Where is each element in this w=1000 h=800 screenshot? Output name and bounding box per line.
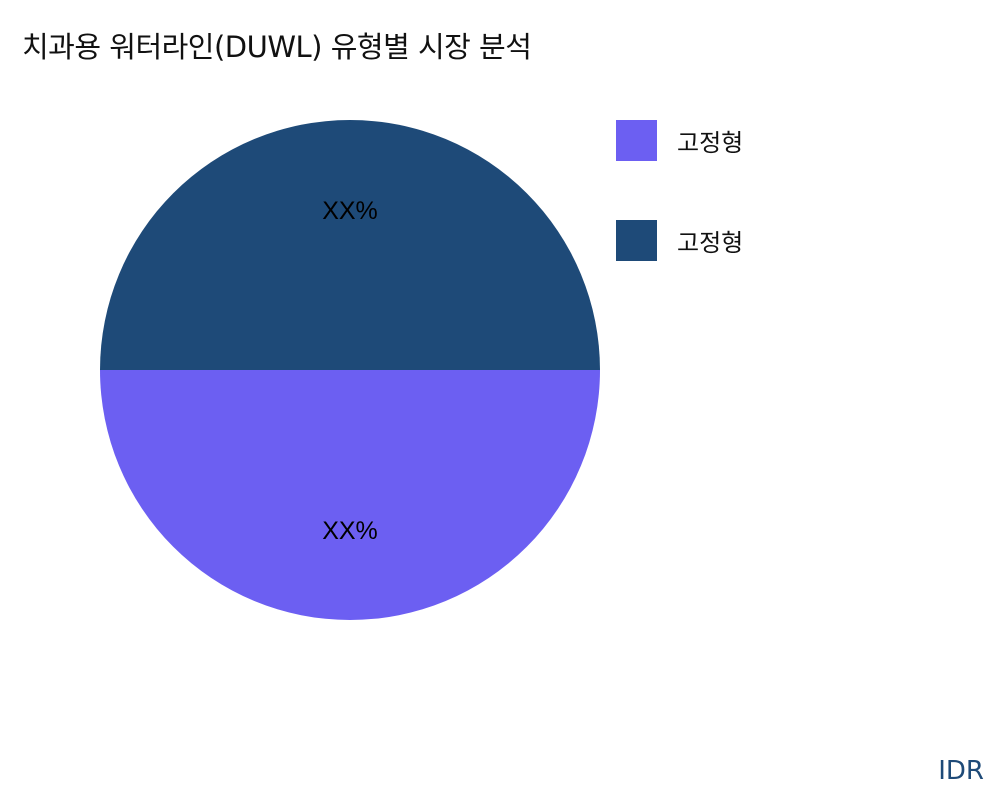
legend: 고정형 고정형 <box>616 120 743 320</box>
pie-slice <box>100 120 600 370</box>
legend-swatch <box>616 120 657 161</box>
chart-title: 치과용 워터라인(DUWL) 유형별 시장 분석 <box>22 30 532 64</box>
slice-data-label: XX% <box>322 197 378 225</box>
pie-slice <box>100 370 600 620</box>
legend-swatch <box>616 220 657 261</box>
watermark-logo: IDR <box>938 756 984 786</box>
legend-label: 고정형 <box>677 229 744 257</box>
legend-item: 고정형 <box>616 120 743 161</box>
slice-data-label: XX% <box>322 517 378 545</box>
legend-label: 고정형 <box>677 129 744 157</box>
legend-item: 고정형 <box>616 220 743 261</box>
